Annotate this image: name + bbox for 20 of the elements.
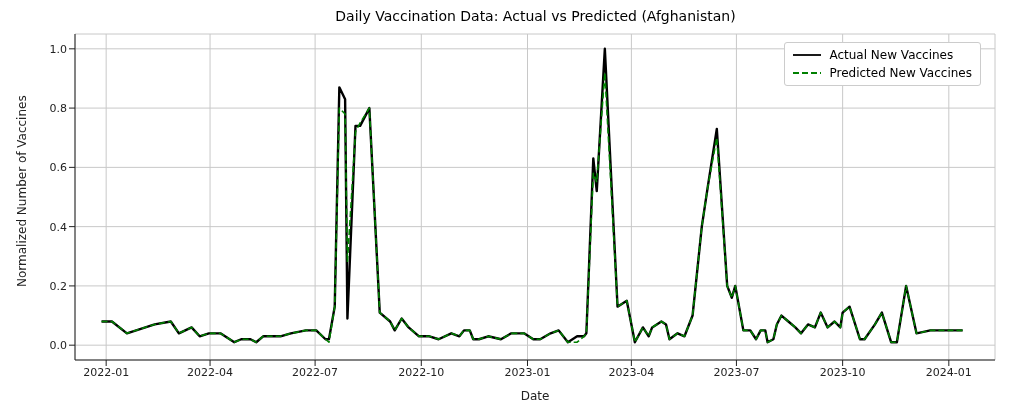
- x-tick-label: 2022-01: [83, 365, 130, 379]
- x-tick-label: 2023-04: [608, 365, 655, 379]
- y-tick-label: 0.0: [49, 339, 67, 353]
- x-tick-label: 2022-07: [292, 365, 339, 379]
- legend-label: Actual New Vaccines: [829, 47, 954, 64]
- chart-title: Daily Vaccination Data: Actual vs Predicted (Afghanistan): [334, 8, 737, 26]
- y-tick-label: 0.6: [49, 161, 67, 175]
- y-tick-label: 1.0: [49, 42, 67, 56]
- y-axis-title: Normalized Number of Vaccines: [15, 95, 30, 287]
- y-tick-label: 0.4: [49, 220, 67, 234]
- x-tick-label: 2023-10: [819, 365, 866, 379]
- x-tick-label: 2024-01: [925, 365, 972, 379]
- x-tick-label: 2022-10: [398, 365, 445, 379]
- legend-label: Predicted New Vaccines: [829, 65, 972, 82]
- x-tick-label: 2023-07: [713, 365, 760, 379]
- y-tick-label: 0.8: [49, 102, 67, 115]
- x-tick-label: 2023-01: [504, 365, 551, 379]
- y-tick-label: 0.2: [49, 279, 67, 293]
- x-axis-title: Date: [520, 389, 550, 403]
- x-tick-label: 2022-04: [187, 365, 234, 379]
